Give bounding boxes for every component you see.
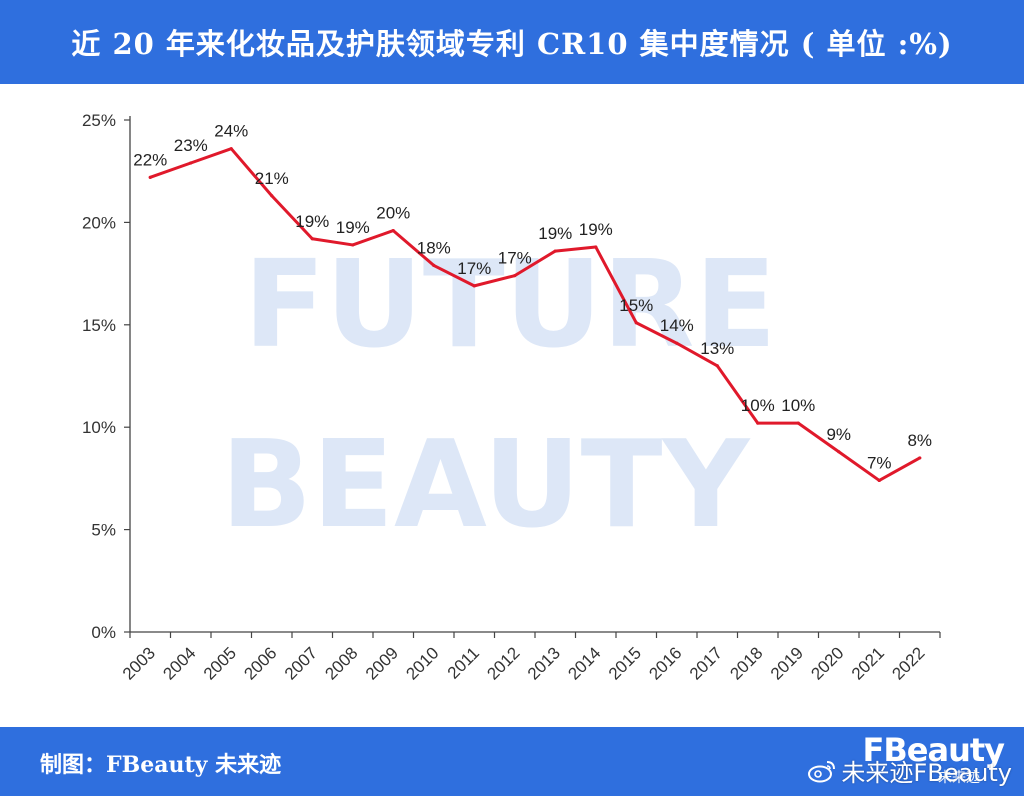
x-tick-label: 2018 [726,643,766,683]
x-tick-label: 2006 [240,643,280,683]
source-note: 制图：FBeauty 未来迹 [40,752,282,778]
data-point [918,456,922,460]
data-point [310,237,314,241]
data-label: 14% [660,316,694,335]
data-label: 23% [174,136,208,155]
data-label: 7% [867,453,892,472]
line-chart: FUTURE BEAUTY 0%5%10%15%20%25%2003 2004 20… [82,111,941,684]
y-tick-label: 10% [82,418,116,437]
data-point [634,321,638,325]
x-tick-label: 2008 [321,643,361,683]
y-tick-label: 15% [82,316,116,335]
data-point [877,478,881,483]
data-point [594,245,598,249]
y-tick-label: 20% [82,213,116,232]
data-label: 13% [700,339,734,358]
y-tick-label: 5% [91,521,116,540]
data-point [391,228,395,233]
weibo-watermark-text: 未来迹FBeauty [841,759,1012,787]
x-tick-label: 2005 [200,643,240,683]
x-tick-label: 2011 [444,643,483,682]
data-label: 15% [619,296,653,315]
x-tick-label: 2009 [362,643,402,683]
footer-bar: 制图：FBeauty 未来迹 FBeauty 未来迹 未来迹FBeauty [0,727,1024,796]
x-tick-label: 2017 [686,643,726,683]
x-tick-label: 2013 [524,643,564,683]
x-tick-label: 2003 [119,643,159,683]
data-point [513,274,517,278]
data-point [148,175,152,179]
x-tick-label: 2022 [888,643,928,683]
data-point [432,263,436,268]
data-label: 17% [457,259,491,278]
watermark: FUTURE BEAUTY [221,236,777,555]
data-labels: 22% 23% 24% 21% 19% 19% 20% 18% 17% 17% 19% 19% 15% 1… [133,122,932,473]
data-point [796,421,800,425]
data-label: 17% [498,249,532,268]
data-point [553,249,557,253]
data-point [351,243,355,247]
x-tick-label: 2020 [807,643,847,683]
chart-area: FUTURE BEAUTY 0% 5% 10% 15% 20% 25% 2003 2004 20… [0,84,1024,727]
weibo-icon [808,760,836,782]
data-point [837,450,841,454]
y-tick-label: 25% [82,111,116,130]
series-layer [148,147,922,483]
x-tick-label: 2012 [483,643,523,683]
series-line [148,147,922,482]
y-tick-label: 0% [91,623,116,642]
data-label: 10% [781,396,815,415]
data-label: 10% [741,396,775,415]
data-label: 22% [133,150,167,169]
data-label: 19% [579,220,613,239]
x-tick-label: 2004 [159,643,199,683]
weibo-watermark: 未来迹FBeauty [807,753,1012,788]
data-label: 18% [417,238,451,257]
x-tick-label: 2016 [645,643,685,683]
x-tick-label: 2007 [281,643,321,683]
data-label: 19% [336,218,370,237]
x-tick-label: 2010 [402,643,442,683]
data-point [675,341,679,345]
data-point [756,421,760,425]
watermark-line-2: BEAUTY [221,416,752,555]
title-bar: 近 20 年来化妆品及护肤领域专利 CR10 集中度情况 ( 单位 :%) [0,0,1024,84]
data-label: 21% [255,169,289,188]
data-label: 19% [295,212,329,231]
data-label: 19% [538,224,572,243]
data-point [229,147,233,151]
x-tick-label: 2019 [767,643,807,683]
brand-logo: FBeauty [862,731,1005,769]
data-point [270,194,274,198]
x-tick-label: 2021 [848,643,888,683]
data-label: 20% [376,204,410,223]
data-point [715,364,719,368]
x-tick-label: 2015 [605,643,645,683]
data-point [189,161,193,165]
data-label: 24% [214,122,248,141]
brand-logo-subtitle: 未来迹 [938,770,980,786]
data-point [472,284,476,288]
watermark-line-1: FUTURE [243,236,776,375]
data-label: 9% [826,425,851,444]
data-label: 8% [907,431,932,450]
x-tick-label: 2014 [564,643,604,683]
chart-title: 近 20 年来化妆品及护肤领域专利 CR10 集中度情况 ( 单位 :%) [71,27,953,61]
